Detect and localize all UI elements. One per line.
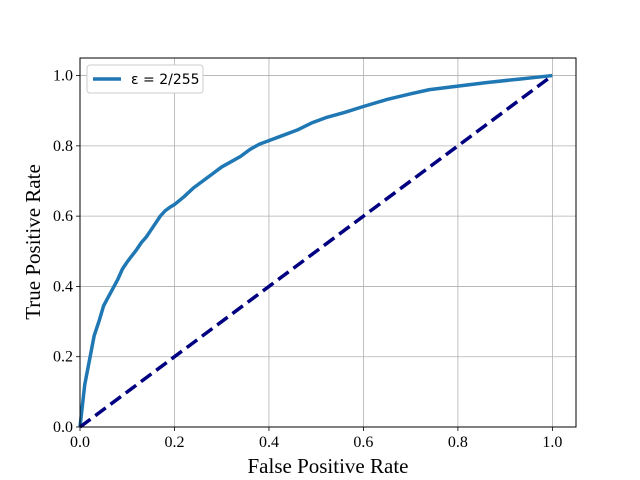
x-axis-title: False Positive Rate [248, 454, 409, 478]
legend-box [86, 64, 204, 94]
y-tick-label: 0.2 [53, 349, 73, 366]
legend-label: ε = 2/255 [131, 72, 200, 88]
y-tick-label: 0.4 [53, 278, 73, 295]
y-tick-label: 0.8 [53, 138, 73, 155]
y-axis-title: True Positive Rate [21, 164, 45, 320]
y-tick-label: 0.6 [53, 208, 73, 225]
legend: ε = 2/255 [86, 64, 204, 94]
axis-ticks: 0.0 0.2 0.4 0.6 0.8 1.0 0.0 0.2 0.4 0.6 0.8 1.0 [53, 68, 562, 451]
x-tick-label: 0.4 [259, 434, 279, 451]
plot-frame [79, 57, 577, 428]
y-tick-label: 1.0 [53, 68, 73, 85]
roc-curve-line [78, 73, 553, 428]
plot-series [78, 73, 554, 429]
x-tick-label: 1.0 [542, 434, 562, 451]
y-tick-label: 0.0 [53, 419, 73, 436]
x-tick-label: 0.0 [70, 434, 90, 451]
x-tick-label: 0.8 [448, 434, 468, 451]
x-tick-label: 0.6 [353, 434, 373, 451]
x-tick-label: 0.2 [164, 434, 184, 451]
chance-diagonal-line [78, 74, 554, 429]
